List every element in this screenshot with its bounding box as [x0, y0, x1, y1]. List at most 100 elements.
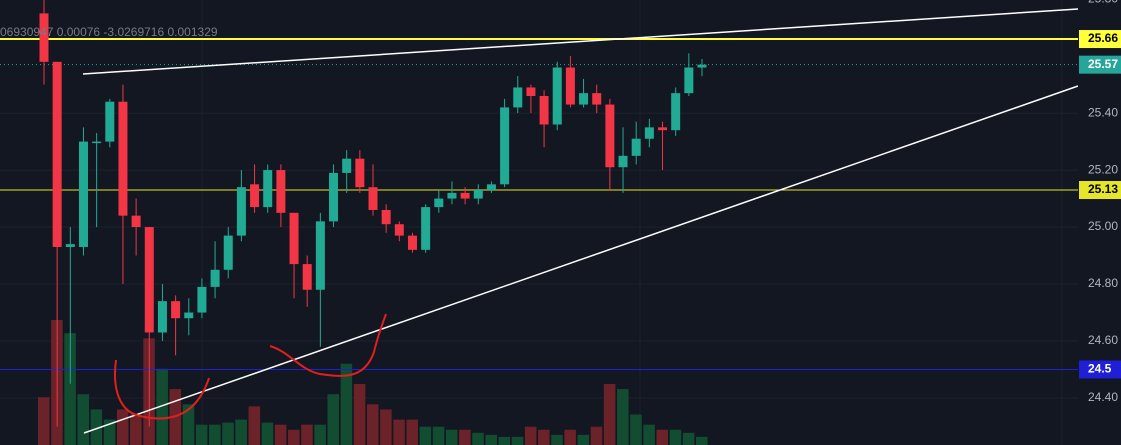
candle-body [486, 184, 496, 191]
candle-body [513, 87, 523, 108]
candle-body [92, 141, 102, 144]
volume-bar [130, 414, 142, 445]
volume-bar [590, 426, 603, 445]
candle-body [421, 207, 431, 250]
candle-body [381, 209, 391, 225]
candle-body [368, 187, 378, 210]
candle-body [684, 67, 694, 94]
candle-body [65, 244, 75, 248]
candle-body [236, 187, 246, 236]
candle-body [289, 212, 299, 265]
candle-body [144, 227, 154, 333]
volume-bar [603, 384, 616, 445]
candle-body [500, 107, 510, 185]
candle-body [658, 127, 668, 131]
candle-body [671, 93, 681, 131]
candle-body [52, 61, 62, 248]
y-tick-label: 24.80 [1088, 276, 1118, 290]
volume-bar [327, 394, 340, 445]
candle-body [460, 192, 470, 199]
candle-body [473, 190, 483, 199]
candle-body [605, 104, 615, 168]
volume-bar [209, 424, 221, 445]
volume-bar [367, 404, 379, 445]
volume-bar [696, 436, 708, 445]
candle-body [565, 67, 575, 105]
volume-bar [445, 429, 458, 445]
volume-bar [288, 429, 300, 445]
candle-body [552, 67, 562, 125]
candle-body [579, 93, 589, 105]
candle-body [315, 221, 325, 290]
candle-body [210, 269, 220, 287]
y-tick-label: 25.20 [1088, 162, 1118, 176]
y-tick-label: 24.40 [1088, 390, 1118, 404]
volume-bar [419, 426, 432, 445]
drawings [82, 8, 1079, 434]
candle-body [592, 93, 602, 105]
price-level-label: 25.57 [1088, 57, 1118, 71]
candle-body [407, 235, 417, 250]
price-level-label: 24.5 [1088, 362, 1112, 376]
y-tick-label: 24.60 [1088, 333, 1118, 347]
volume-bar [274, 424, 287, 445]
volume-bar [630, 414, 642, 445]
y-tick-label: 25.80 [1088, 0, 1118, 5]
candle-body [184, 312, 194, 319]
volume-bar [538, 429, 550, 445]
volume-bar [156, 368, 168, 445]
candle-body [118, 101, 128, 216]
candle-body [355, 158, 365, 188]
candle-body [447, 192, 457, 199]
volume-bar [564, 429, 576, 445]
volume-bar [301, 424, 313, 445]
volume-bar [551, 434, 563, 445]
candle-body [197, 286, 207, 313]
price-level-tag [1079, 30, 1121, 49]
candle-body [78, 141, 88, 248]
volume-bar [182, 404, 195, 445]
candle-body [250, 184, 260, 208]
volume-bar [393, 419, 405, 445]
volume-bar [64, 333, 76, 445]
price-axis-labels: 25.80 25.40 25.20 25.00 24.80 24.60 24.40 25.66… [1079, 0, 1121, 404]
candle-body [263, 170, 273, 208]
candle-body [342, 158, 352, 173]
candle-body [39, 13, 49, 62]
volume-bar [406, 419, 418, 445]
candles-layer [39, 0, 707, 427]
volume-bar [682, 432, 695, 445]
volume-bar [669, 429, 682, 445]
candle-body [539, 96, 549, 125]
price-level-label: 25.13 [1088, 182, 1118, 196]
y-tick-label: 25.00 [1088, 219, 1118, 233]
volume-bar [498, 436, 511, 445]
volume-bar [511, 436, 524, 445]
volume-bar [577, 434, 590, 445]
volume-bar [235, 419, 247, 445]
volume-bar [524, 426, 537, 445]
candle-body [171, 301, 181, 319]
volume-bar [432, 426, 445, 445]
freehand-drawing [269, 313, 387, 377]
volume-bar [248, 406, 261, 445]
candle-body [105, 101, 115, 142]
freehand-drawing [114, 359, 210, 420]
price-level-label: 25.66 [1088, 31, 1118, 45]
y-tick-label: 25.40 [1088, 105, 1118, 119]
price-level-tag [1079, 360, 1121, 379]
candle-body [526, 87, 536, 97]
volume-bar [380, 409, 392, 445]
candle-body [276, 170, 286, 213]
candle-body [131, 215, 141, 228]
candle-body [618, 155, 628, 168]
volume-bar [90, 409, 103, 445]
volume-bar [643, 424, 655, 445]
volume-bar [38, 397, 50, 445]
candle-body [631, 138, 641, 156]
volume-bar [195, 424, 208, 445]
volume-bar [222, 422, 234, 445]
candle-body [302, 264, 312, 290]
